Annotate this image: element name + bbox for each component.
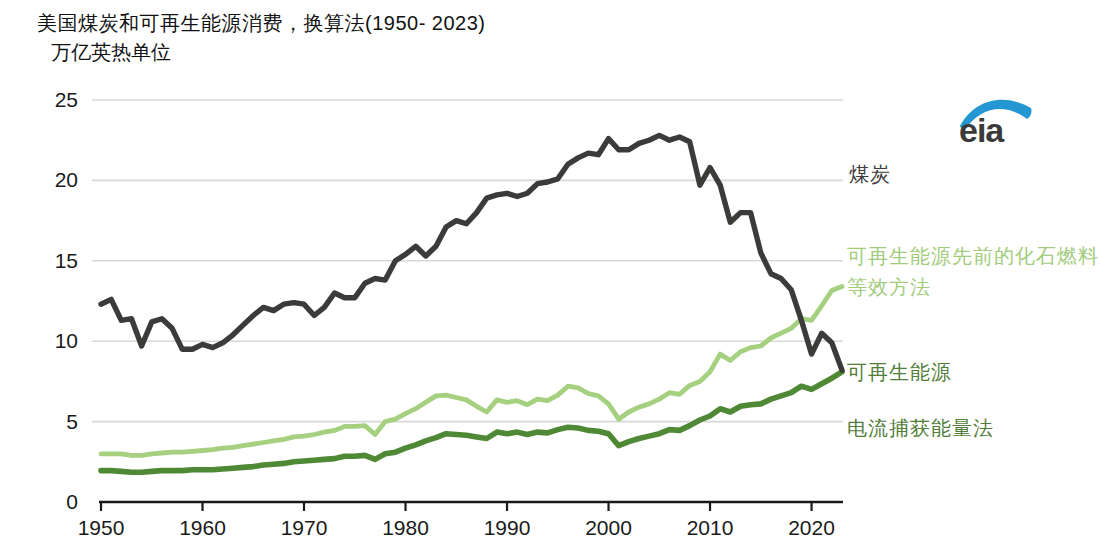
x-tick-label-2010: 2010 xyxy=(687,516,734,539)
x-tick-label-1990: 1990 xyxy=(484,516,531,539)
chart-canvas: 美国煤炭和可再生能源消费，换算法(1950- 2023) 万亿英热单位 0510… xyxy=(0,0,1100,553)
x-tick-label-1980: 1980 xyxy=(382,516,429,539)
series-label-fossil-fuel-equivalence: 可再生能源先前的化石燃料等效方法 xyxy=(847,241,1100,303)
y-tick-label-25: 25 xyxy=(55,88,78,111)
x-tick-label-1970: 1970 xyxy=(281,516,328,539)
y-tick-label-20: 20 xyxy=(55,168,78,191)
eia-logo: eia xyxy=(957,95,1035,145)
series-label-captured-energy-method: 电流捕获能量法 xyxy=(847,415,994,442)
series-line-0 xyxy=(101,135,842,370)
x-tick-label-2000: 2000 xyxy=(585,516,632,539)
series-label-coal: 煤炭 xyxy=(849,161,891,188)
y-tick-label-0: 0 xyxy=(66,490,78,513)
x-tick-label-2020: 2020 xyxy=(788,516,835,539)
eia-logo-graphic: eia xyxy=(957,95,1035,145)
eia-logo-text: eia xyxy=(959,111,1005,145)
y-tick-label-5: 5 xyxy=(66,410,78,433)
x-tick-label-1950: 1950 xyxy=(78,516,125,539)
y-tick-label-15: 15 xyxy=(55,249,78,272)
x-tick-label-1960: 1960 xyxy=(179,516,226,539)
series-line-1 xyxy=(101,287,842,456)
series-label-renewables: 可再生能源 xyxy=(847,359,952,386)
y-tick-label-10: 10 xyxy=(55,329,78,352)
